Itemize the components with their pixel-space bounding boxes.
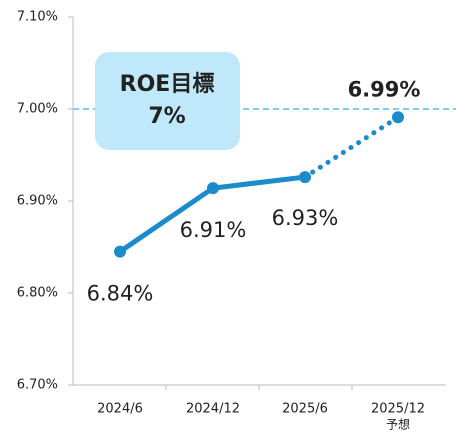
y-tick-label: 6.70% (17, 378, 58, 393)
x-tick-label: 2025/12 (371, 402, 425, 417)
data-label: 6.91% (180, 218, 247, 242)
data-label: 6.99% (348, 77, 421, 101)
data-label: 6.93% (272, 206, 339, 230)
marker (392, 111, 404, 124)
marker (207, 182, 219, 195)
target-box (95, 52, 240, 150)
marker (114, 245, 126, 258)
y-tick-label: 7.00% (17, 102, 58, 117)
y-tick-label: 6.90% (17, 194, 58, 209)
y-tick-label: 6.80% (17, 286, 58, 301)
y-tick-label: 7.10% (17, 10, 58, 25)
target-label: 7% (148, 104, 185, 129)
x-tick-label: 2024/6 (97, 402, 143, 417)
x-tick-sublabel: 予想 (386, 417, 410, 432)
forecast-line (302, 114, 401, 180)
x-tick-label: 2024/12 (186, 402, 240, 417)
x-tick-label: 2025/6 (282, 402, 328, 417)
marker (299, 171, 311, 184)
target-label: ROE目標 (120, 72, 215, 97)
data-label: 6.84% (87, 282, 154, 306)
